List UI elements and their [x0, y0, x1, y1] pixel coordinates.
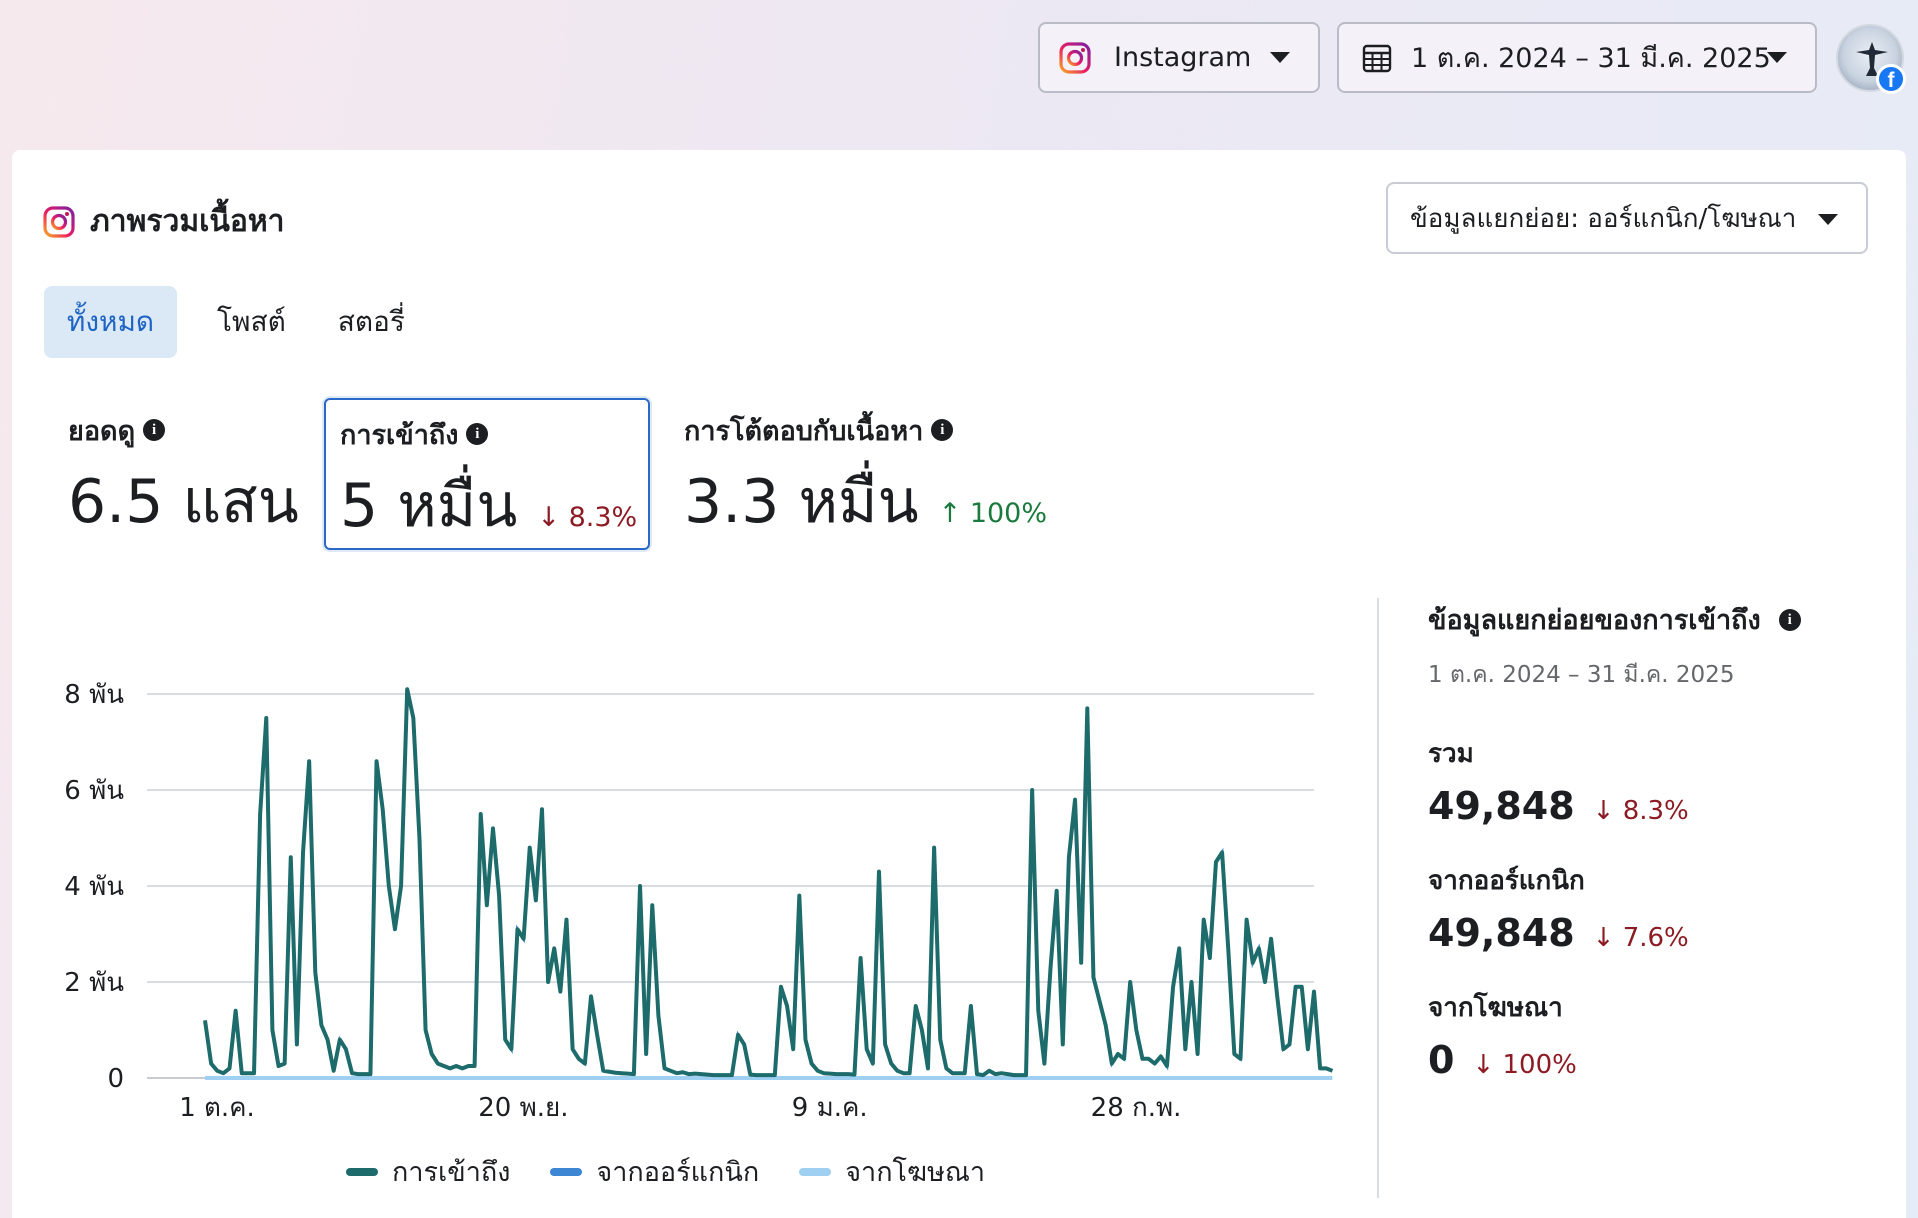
legend-swatch [550, 1167, 583, 1176]
reach-organic-label: จากออร์แกนิก [1428, 866, 1585, 896]
divider [1377, 598, 1379, 1198]
metric-reach-value: 5 หมื่น [340, 471, 518, 541]
metric-views[interactable]: ยอดดู i 6.5 แสน [68, 410, 299, 549]
instagram-icon [1059, 41, 1091, 74]
chevron-down-icon [1818, 214, 1838, 225]
reach-ads-value: 0 [1428, 1038, 1455, 1082]
x-tick-label: 9 ม.ค. [792, 1093, 868, 1123]
x-tick-label: 1 ต.ค. [179, 1093, 255, 1123]
legend-swatch [346, 1167, 378, 1176]
chart-legend: การเข้าถึง จากออร์แกนิก จากโฆษณา [346, 1150, 1025, 1193]
reach-total-delta: ↓ 8.3% [1592, 796, 1689, 826]
metric-reach-delta: ↓ 8.3% [537, 502, 638, 533]
y-tick-label: 0 [107, 1064, 124, 1094]
card-header: ภาพรวมเนื้อหา [42, 198, 285, 245]
avatar-figure-icon [1856, 42, 1888, 76]
instagram-icon [43, 205, 75, 238]
y-tick-label: 4 พัน [64, 872, 124, 902]
x-tick-label: 20 พ.ย. [478, 1093, 568, 1123]
info-icon[interactable]: i [1778, 608, 1801, 631]
reach-organic-delta: ↓ 7.6% [1592, 923, 1689, 953]
legend-item-reach[interactable]: การเข้าถึง [346, 1150, 510, 1193]
reach-line-chart[interactable]: 0 2 พัน 4 พัน 6 พัน 8 พัน 1 ต.ค. 20 พ.ย. 9 ม.ค.… [12, 590, 1372, 1130]
y-tick-label: 8 พัน [64, 680, 124, 710]
reach-ads-label: จากโฆษณา [1428, 993, 1563, 1023]
content-type-tabs: ทั้งหมด โพสต์ สตอรี่ [44, 286, 431, 358]
legend-item-ads[interactable]: จากโฆษณา [799, 1150, 985, 1193]
x-tick-label: 28 ก.พ. [1091, 1093, 1182, 1123]
legend-label: จากออร์แกนิก [596, 1157, 760, 1188]
side-date-range: 1 ต.ค. 2024 – 31 มี.ค. 2025 [1428, 662, 1735, 688]
series-line-reach [203, 687, 1334, 1078]
legend-swatch [799, 1167, 832, 1176]
card-title: ภาพรวมเนื้อหา [90, 204, 285, 239]
reach-total: รวม 49,848 ↓ 8.3% [1428, 733, 1868, 828]
metric-interactions-delta: ↑ 100% [938, 498, 1048, 529]
metric-reach-label: การเข้าถึง [340, 419, 459, 451]
info-icon[interactable]: i [466, 423, 489, 445]
breakdown-dropdown[interactable]: ข้อมูลแยกย่อย: ออร์แกนิก/โฆษณา [1386, 182, 1868, 254]
side-title: ข้อมูลแยกย่อยของการเข้าถึง [1428, 605, 1761, 636]
facebook-badge-icon: f [1876, 64, 1906, 94]
top-bar: Instagram 1 ต.ค. 2024 – 31 มี.ค. 2025 f [0, 22, 1918, 94]
chevron-down-icon [1767, 52, 1787, 63]
metric-interactions-label: การโต้ตอบกับเนื้อหา [684, 415, 924, 447]
legend-label: จากโฆษณา [845, 1157, 986, 1188]
tab-posts[interactable]: โพสต์ [217, 305, 286, 338]
reach-organic: จากออร์แกนิก 49,848 ↓ 7.6% [1428, 860, 1868, 955]
metric-reach[interactable]: การเข้าถึง i 5 หมื่น ↓ 8.3% [324, 398, 650, 550]
platform-label: Instagram [1114, 42, 1252, 73]
info-icon[interactable]: i [143, 419, 166, 441]
date-range-label: 1 ต.ค. 2024 – 31 มี.ค. 2025 [1411, 43, 1771, 74]
legend-label: การเข้าถึง [392, 1157, 511, 1188]
reach-ads-delta: ↓ 100% [1472, 1050, 1577, 1080]
legend-item-organic[interactable]: จากออร์แกนิก [550, 1150, 759, 1193]
tab-all[interactable]: ทั้งหมด [44, 286, 177, 358]
metric-interactions[interactable]: การโต้ตอบกับเนื้อหา i 3.3 หมื่น ↑ 100% [684, 410, 1047, 549]
platform-dropdown[interactable]: Instagram [1038, 22, 1320, 93]
metric-views-label: ยอดดู [68, 415, 136, 447]
y-tick-label: 2 พัน [64, 968, 124, 998]
y-tick-label: 6 พัน [64, 776, 124, 806]
calendar-icon [1362, 44, 1392, 72]
reach-total-value: 49,848 [1428, 784, 1575, 828]
reach-total-label: รวม [1428, 739, 1474, 769]
date-range-picker[interactable]: 1 ต.ค. 2024 – 31 มี.ค. 2025 [1337, 22, 1817, 93]
reach-organic-value: 49,848 [1428, 911, 1575, 955]
reach-breakdown-panel: ข้อมูลแยกย่อยของการเข้าถึง i 1 ต.ค. 2024… [1428, 598, 1868, 1082]
tab-stories[interactable]: สตอรี่ [337, 305, 405, 338]
content-overview-card: ภาพรวมเนื้อหา ข้อมูลแยกย่อย: ออร์แกนิก/โ… [12, 150, 1906, 1218]
metric-views-value: 6.5 แสน [68, 467, 299, 537]
reach-ads: จากโฆษณา 0 ↓ 100% [1428, 987, 1868, 1082]
metric-interactions-value: 3.3 หมื่น [684, 467, 919, 537]
breakdown-label: ข้อมูลแยกย่อย: ออร์แกนิก/โฆษณา [1410, 203, 1797, 234]
info-icon[interactable]: i [931, 419, 954, 441]
chevron-down-icon [1270, 52, 1290, 63]
